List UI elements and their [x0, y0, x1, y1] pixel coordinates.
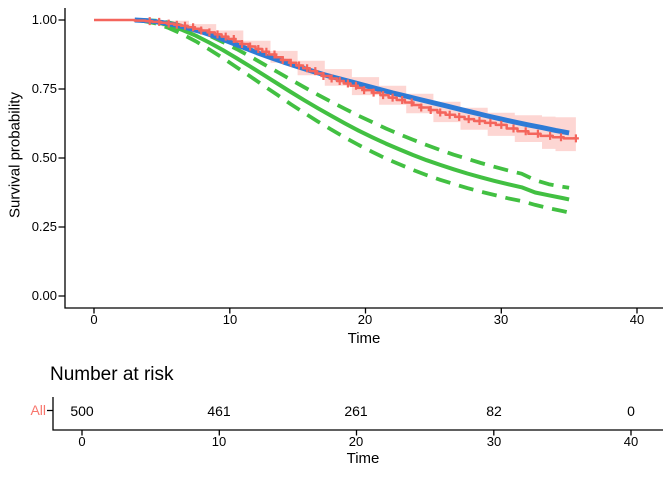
- x-tick-label-40: 40: [629, 312, 645, 327]
- risk-x-tick-label-0: 0: [78, 434, 86, 449]
- y-tick-label-0.25: 0.25: [31, 219, 57, 234]
- risk-group-label-all: All: [30, 402, 46, 418]
- parametric-ci-upper: [141, 18, 570, 190]
- x-tick-label-30: 30: [493, 312, 509, 327]
- risk-count-t0: 500: [70, 403, 94, 419]
- y-tick-label-0.00: 0.00: [31, 288, 57, 303]
- x-axis-title: Time: [347, 330, 381, 347]
- risk-axes-lines: [52, 397, 663, 431]
- risk-count-t40: 0: [627, 403, 635, 419]
- main-axes-lines: [64, 8, 663, 309]
- x-tick-label-20: 20: [357, 312, 373, 327]
- risk-x-tick-label-20: 20: [348, 434, 364, 449]
- risk-x-tick-label-40: 40: [623, 434, 639, 449]
- censor-marks: [146, 17, 579, 143]
- x-tick-label-0: 0: [90, 312, 98, 327]
- main-axis-ticks: [58, 19, 638, 314]
- risk-count-t30: 82: [486, 403, 502, 419]
- risk-x-tick-label-10: 10: [211, 434, 227, 449]
- risk-axis-ticks: [47, 409, 632, 436]
- risk-x-axis-title: Time: [346, 450, 380, 467]
- risk-count-t10: 461: [207, 403, 231, 419]
- risk-x-tick-label-30: 30: [486, 434, 502, 449]
- y-axis-title: Survival probability: [6, 92, 24, 218]
- x-tick-label-10: 10: [222, 312, 238, 327]
- parametric-ci-lower: [141, 18, 570, 215]
- parametric-fit: [141, 18, 570, 202]
- smooth-fit: [134, 17, 570, 136]
- y-tick-label-0.75: 0.75: [31, 81, 57, 96]
- risk-table-title: Number at risk: [50, 364, 174, 385]
- y-tick-label-0.50: 0.50: [31, 150, 57, 165]
- risk-count-t20: 261: [344, 403, 368, 419]
- y-tick-label-1.00: 1.00: [31, 12, 57, 27]
